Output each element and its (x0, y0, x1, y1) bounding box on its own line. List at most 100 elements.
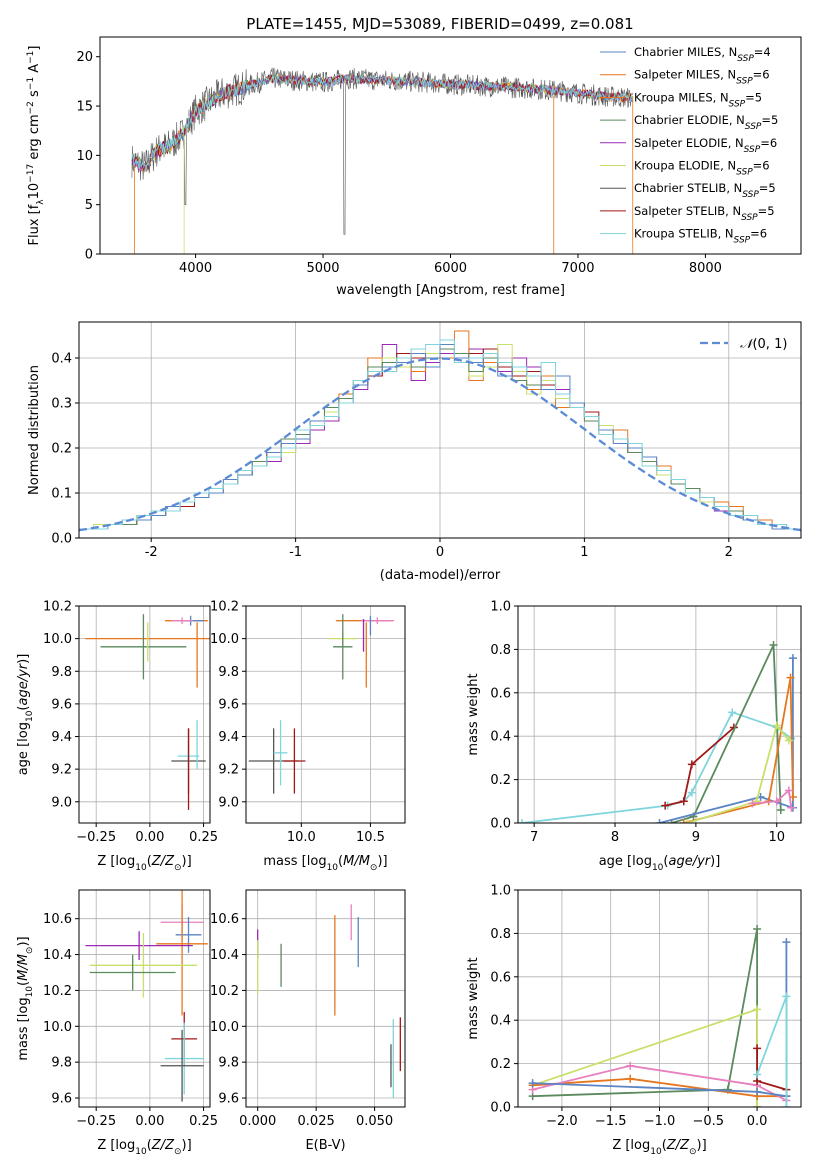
panel-age_vs_Z: −0.25 0.00 0.25 9.0 9.2 9.4 9.6 9.8 10.0 10.2 Z [l… (16, 600, 218, 874)
weight-marker (753, 925, 762, 934)
weight-marker (782, 1103, 791, 1107)
weight-marker (626, 1061, 635, 1070)
y-tick-label: 9.6 (218, 1092, 239, 1107)
y-tick-label: 10.2 (210, 600, 239, 615)
y-tick-label: 9.8 (218, 1056, 239, 1071)
plot-area-mass_vs_Z (85, 890, 208, 1102)
weight-marker (784, 736, 793, 745)
legend-entry: Chabrier MILES, NSSP=4 (634, 45, 771, 64)
panel-weight_vs_age: 7 8 9 10 0.0 0.2 0.4 0.6 0.8 1.0 age [log10(age/yr… (466, 600, 802, 873)
weight-marker (679, 819, 688, 823)
y-tick-label: 10.0 (43, 632, 72, 647)
y-axis-label: mass weight (466, 957, 481, 1039)
x-tick-label: 1 (580, 545, 588, 560)
y-tick-label: 10.0 (210, 1020, 239, 1035)
axes-frame (517, 605, 802, 824)
x-tick-label: −0.25 (76, 1114, 116, 1129)
weight-marker (782, 938, 791, 947)
y-tick-label: 10.6 (43, 912, 72, 927)
x-tick-label: 10.0 (287, 830, 316, 845)
x-tick-label: 8000 (689, 261, 722, 276)
x-tick-label: 0.025 (298, 1114, 335, 1129)
x-axis-label: Z [log10(Z/Z⊙)] (97, 854, 191, 873)
axes-frame (78, 605, 211, 824)
weight-marker (787, 803, 796, 812)
weight-marker (661, 801, 670, 810)
x-tick-label: 0.000 (239, 1114, 276, 1129)
panel-residuals: -2 -1 0 1 2 0.0 0.1 0.2 0.3 0.4 𝒩(0, 1) (data-model… (27, 321, 802, 583)
x-tick-label: −1.0 (644, 1114, 676, 1129)
x-tick-label: 0.25 (189, 830, 218, 845)
y-tick-label: 0.4 (490, 730, 511, 745)
x-tick-label: 10 (768, 830, 785, 845)
weight-line (752, 788, 793, 808)
weight-marker (786, 673, 795, 682)
weight-marker (753, 1070, 762, 1079)
x-tick-label: 6000 (434, 261, 467, 276)
plot-area-residuals (79, 330, 801, 532)
weight-marker (753, 1087, 762, 1096)
legend-entry: 𝒩(0, 1) (740, 337, 787, 352)
x-tick-label: −0.25 (76, 830, 116, 845)
x-axis-label: wavelength [Angstrom, rest frame] (336, 283, 565, 298)
weight-marker (788, 654, 797, 663)
x-tick-label: 4000 (179, 261, 212, 276)
x-axis-label: Z [log10(Z/Z⊙)] (97, 1138, 191, 1157)
weight-marker (748, 799, 757, 808)
spectrum-line (131, 74, 633, 170)
weight-marker (753, 1044, 762, 1053)
panel-age_vs_mass: 10.0 10.5 9.0 9.2 9.4 9.6 9.8 10.0 10.2 mass [log… (210, 600, 406, 873)
weight-marker (784, 786, 793, 795)
axes-front-spectrum: 4000 5000 6000 7000 8000 0 5 10 15 20 Chabrier MIL… (26, 36, 802, 298)
panel-weight_vs_Z: −2.0 −1.5 −1.0 −0.5 0.0 0.0 0.2 0.4 0.6 0.8 1.0 Z [… (466, 884, 802, 1157)
legend-entry: Salpeter ELODIE, NSSP=6 (634, 136, 777, 155)
panel-mass_vs_Z: −0.25 0.00 0.25 9.6 9.8 10.0 10.2 10.4 10.6 Z [lo… (16, 889, 218, 1157)
y-tick-label: 0.2 (490, 1057, 511, 1072)
y-tick-label: 0.3 (51, 397, 72, 412)
y-tick-label: 9.6 (218, 697, 239, 712)
y-tick-label: 0.6 (490, 686, 511, 701)
x-axis-label: age [log10(age/yr)] (599, 854, 721, 873)
weight-marker (528, 1079, 537, 1088)
plot-area-mass_vs_EBV (257, 904, 401, 1099)
y-tick-label: 0.6 (490, 970, 511, 985)
y-tick-label: 1.0 (490, 884, 511, 899)
legend-entry: Chabrier STELIB, NSSP=5 (634, 181, 776, 200)
y-tick-label: 10.6 (210, 912, 239, 927)
x-tick-label: 2 (725, 545, 733, 560)
x-tick-label: 0.050 (356, 1114, 393, 1129)
weight-line (687, 723, 790, 823)
figure-title: PLATE=1455, MJD=53089, FIBERID=0499, z=0… (246, 15, 633, 33)
y-tick-label: 10.0 (43, 1020, 72, 1035)
weight-marker (772, 797, 781, 806)
x-tick-label: 8 (611, 830, 619, 845)
weight-marker (753, 1005, 762, 1014)
weight-line (532, 1077, 787, 1098)
y-tick-label: 0 (85, 248, 93, 263)
y-tick-label: 5 (85, 198, 93, 213)
axes-front-age_vs_mass: 10.0 10.5 9.0 9.2 9.4 9.6 9.8 10.0 10.2 mass [log… (210, 600, 406, 873)
y-axis-label: mass weight (466, 673, 481, 755)
x-tick-label: 0.00 (135, 830, 164, 845)
y-tick-label: 9.0 (51, 795, 72, 810)
y-tick-label: 15 (76, 100, 93, 115)
spectrum-line (131, 67, 633, 235)
plot-area-age_vs_mass (248, 614, 394, 794)
x-tick-label: -1 (289, 545, 302, 560)
x-tick-label: −2.0 (546, 1114, 578, 1129)
normal-curve (79, 357, 801, 532)
x-axis-label: E(B-V) (305, 1138, 345, 1153)
weight-marker (728, 708, 737, 717)
weight-marker (679, 797, 688, 806)
y-tick-label: 9.2 (218, 763, 239, 778)
x-axis-label: Z [log10(Z/Z⊙)] (612, 1138, 706, 1157)
plot-area-age_vs_Z (85, 614, 210, 810)
y-tick-label: 0.2 (51, 442, 72, 457)
y-axis-label: Flux [fλ10−17 erg cm−2 s−1 A−1] (26, 46, 46, 246)
weight-marker (683, 819, 692, 823)
y-tick-label: 0.0 (51, 532, 72, 547)
y-tick-label: 9.4 (218, 730, 239, 745)
y-tick-label: 9.8 (51, 665, 72, 680)
axes-front-weight_vs_Z: −2.0 −1.5 −1.0 −0.5 0.0 0.0 0.2 0.4 0.6 0.8 1.0 Z [… (466, 884, 802, 1157)
